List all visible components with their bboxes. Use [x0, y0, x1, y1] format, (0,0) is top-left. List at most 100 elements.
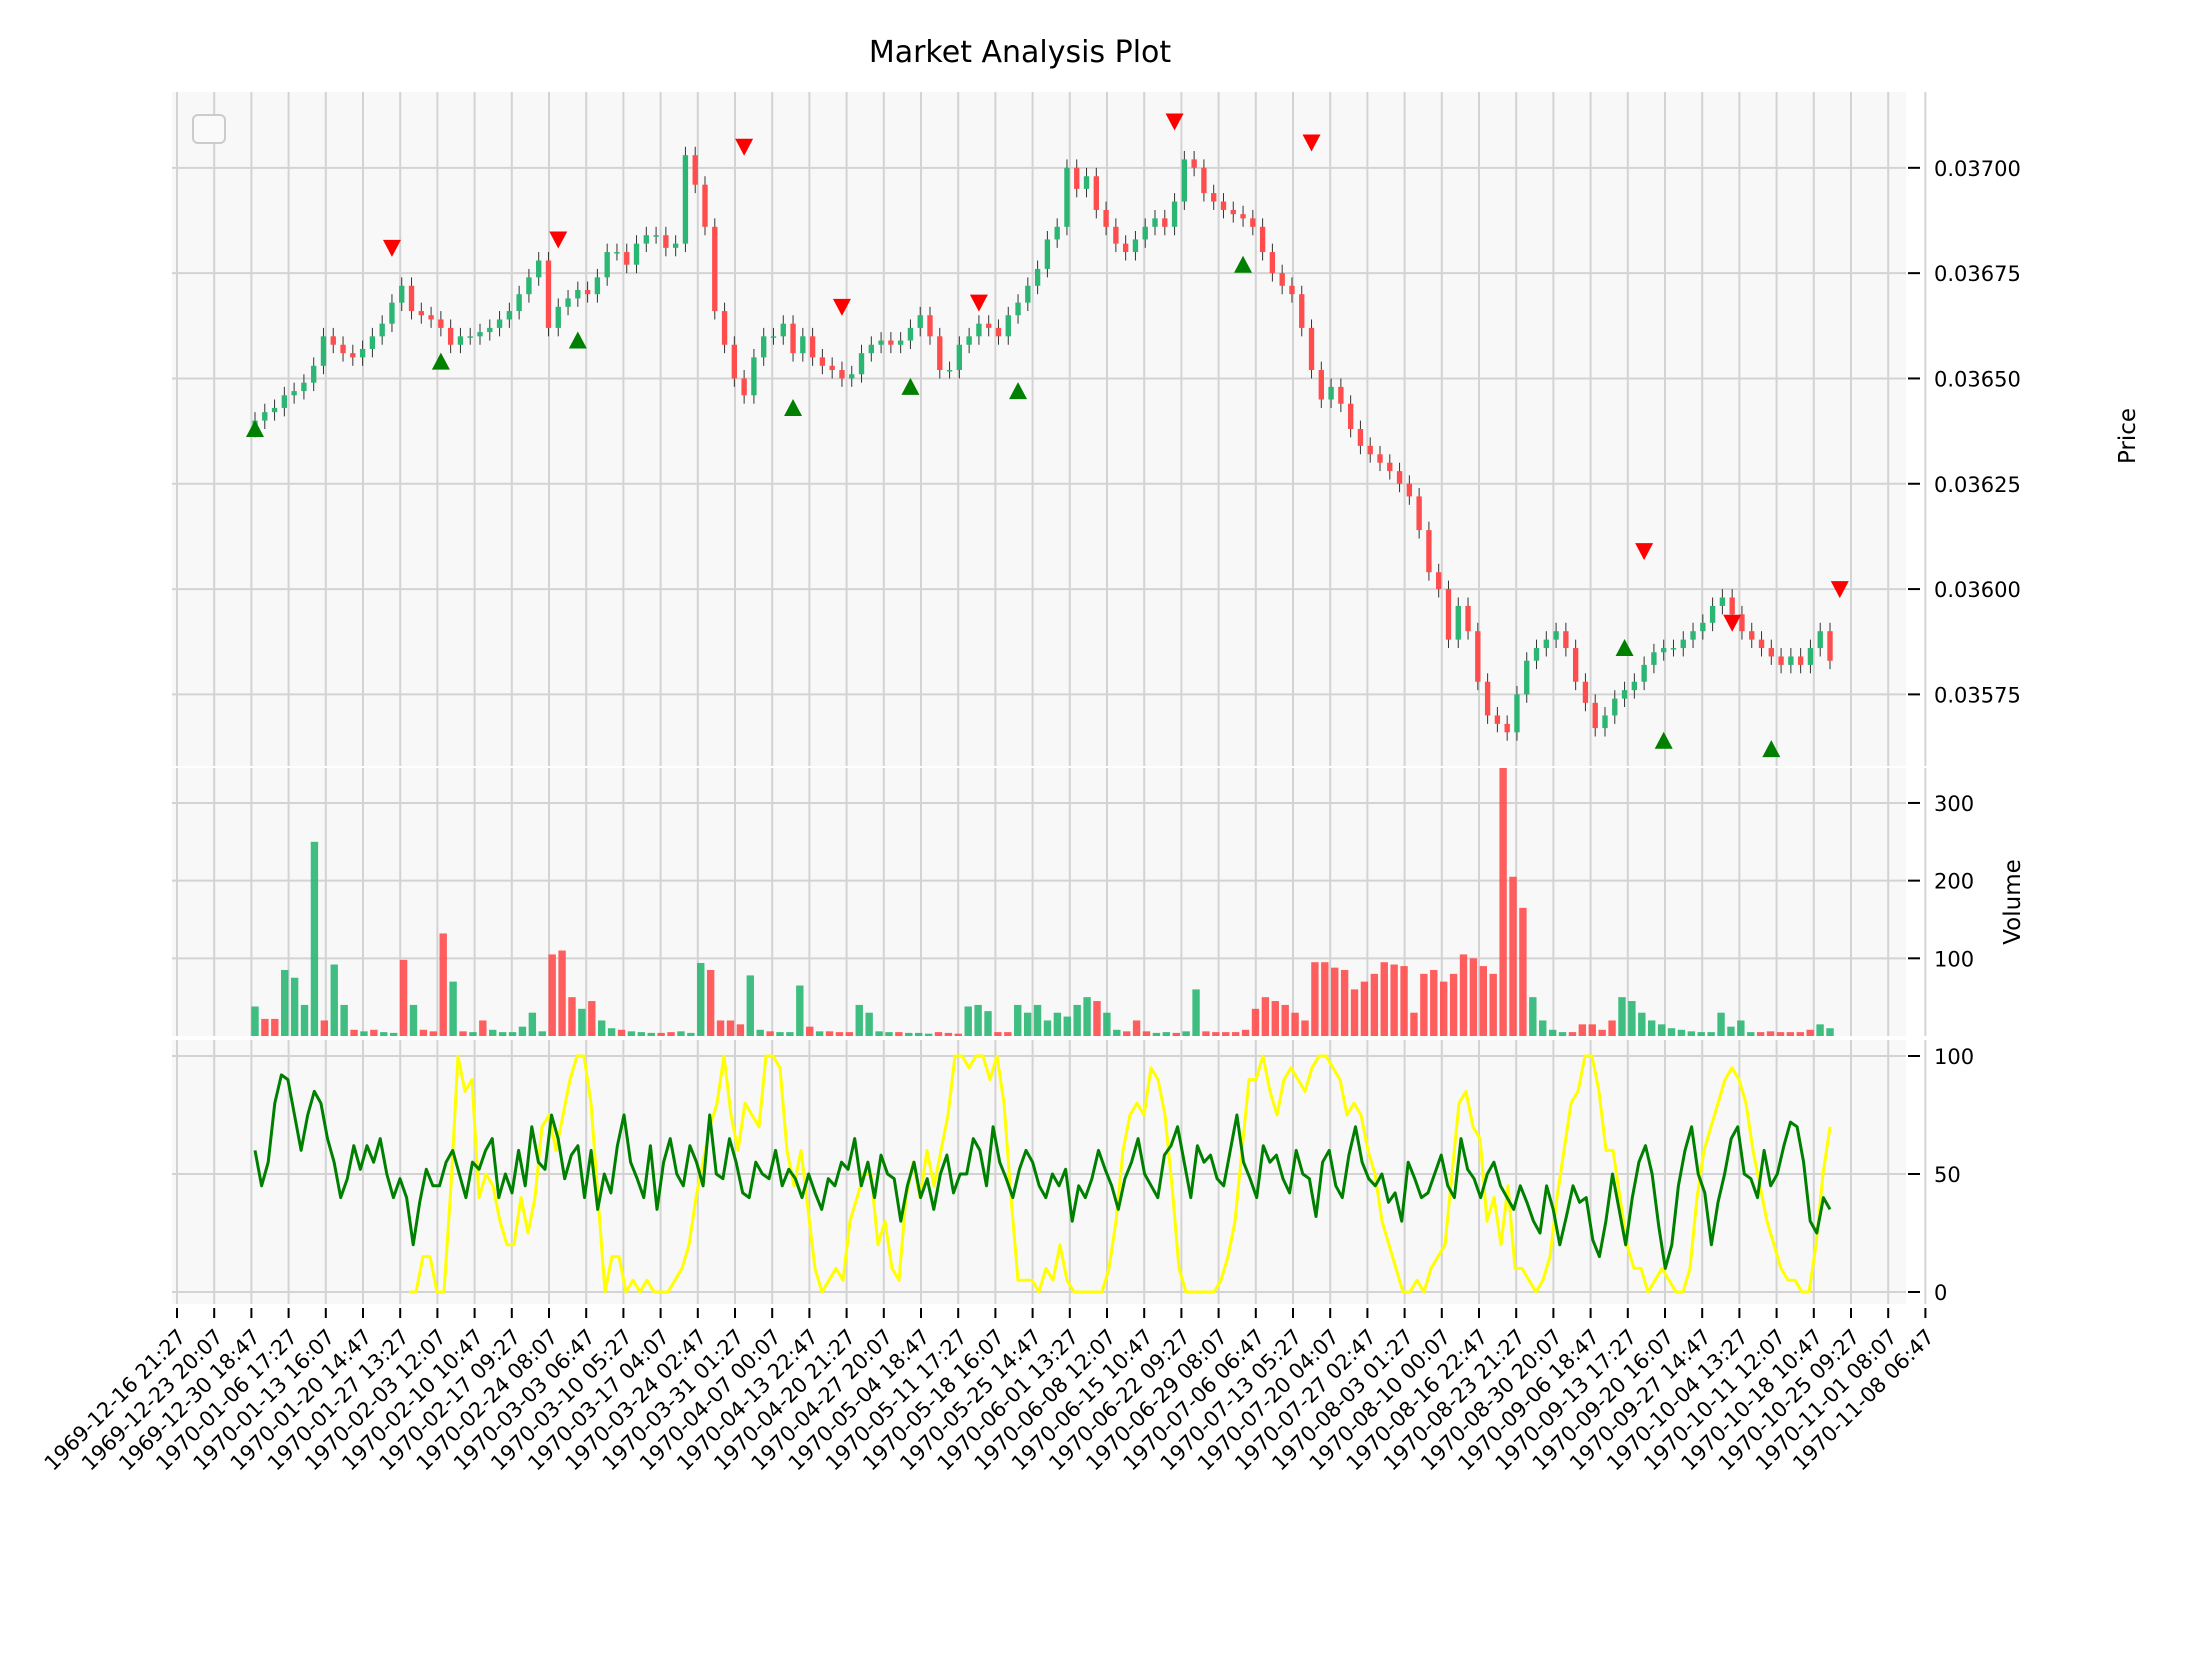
candle-body	[1768, 648, 1774, 657]
volume-bar	[954, 1033, 962, 1036]
candle-body	[1240, 214, 1246, 219]
candle-body	[1729, 597, 1735, 615]
volume-bar	[1053, 1012, 1062, 1036]
buy-signal-marker	[246, 420, 264, 437]
volume-bar	[1479, 966, 1487, 1036]
volume-bar	[806, 1026, 814, 1036]
volume-bar	[1083, 997, 1091, 1036]
volume-bar	[479, 1020, 487, 1036]
buy-signal-marker	[901, 377, 920, 395]
volume-bar	[964, 1006, 972, 1036]
volume-bar	[300, 1004, 309, 1036]
volume-bar	[944, 1032, 953, 1036]
candle-body	[1171, 201, 1178, 227]
candle-body	[829, 365, 835, 371]
volume-bar	[1548, 1029, 1557, 1036]
candle-body	[438, 319, 444, 328]
candle-body	[956, 344, 963, 371]
volume-bar	[1697, 1032, 1705, 1036]
candle-body	[1230, 209, 1236, 215]
candle-body	[731, 344, 738, 379]
candle-body	[1709, 605, 1716, 623]
buy-signal-marker	[1234, 255, 1253, 273]
volume-bar	[1251, 1008, 1260, 1036]
volume-bar	[845, 1032, 854, 1036]
volume-bar	[558, 950, 566, 1036]
candle-body	[350, 353, 356, 358]
volume-bar	[1202, 1031, 1210, 1036]
volume-bar	[1162, 1032, 1171, 1036]
candle-body	[1211, 193, 1217, 202]
volume-bar	[1657, 1024, 1666, 1036]
volume-bar	[439, 933, 447, 1036]
candle-body	[1054, 226, 1060, 240]
buy-signal-marker	[568, 331, 587, 349]
y-tick-label: 0.03675	[1934, 262, 2021, 286]
volume-bar	[1321, 962, 1329, 1036]
candle-body	[1553, 631, 1559, 640]
candle-body	[526, 277, 532, 295]
candle-body	[594, 277, 601, 295]
buy-signal-marker	[1615, 639, 1634, 657]
volume-bar	[389, 1032, 398, 1036]
candle-body	[1220, 201, 1227, 210]
candle-body	[682, 155, 689, 244]
volume-bar	[409, 1004, 418, 1036]
candle-body	[536, 260, 542, 278]
volume-bar	[1420, 973, 1428, 1036]
candle-body	[897, 340, 904, 345]
candle-body	[1758, 639, 1765, 649]
buy-signal-marker	[1009, 382, 1028, 400]
volume-bar	[310, 841, 319, 1036]
sell-signal-marker	[1830, 581, 1849, 599]
candle-body	[937, 336, 943, 371]
volume-bar	[1410, 1012, 1418, 1036]
y-tick-label: 0	[1934, 1281, 1947, 1305]
volume-bar	[1499, 768, 1507, 1036]
volume-bar	[1390, 964, 1398, 1036]
candle-body	[1592, 702, 1598, 729]
volume-bar	[815, 1031, 824, 1036]
volume-bar	[677, 1031, 685, 1036]
volume-bar	[914, 1032, 923, 1036]
volume-bar	[885, 1032, 893, 1036]
candle-body	[1612, 698, 1618, 716]
candle-body	[1299, 294, 1305, 328]
volume-bar	[419, 1029, 428, 1036]
candle-body	[1113, 226, 1119, 244]
volume-bar	[508, 1032, 517, 1036]
candle-body	[545, 260, 552, 328]
price-candles	[252, 146, 1833, 741]
candle-body	[917, 315, 923, 328]
candle-body	[301, 382, 307, 392]
sell-signal-marker	[1165, 113, 1184, 131]
volume-bar	[1558, 1032, 1567, 1036]
volume-bar	[1281, 1004, 1289, 1036]
volume-bar	[657, 1032, 665, 1036]
y-tick-label: 0.03650	[1934, 367, 2021, 391]
candle-body	[399, 285, 405, 303]
volume-bar	[617, 1029, 626, 1036]
volume-bar	[469, 1032, 477, 1036]
volume-bar	[706, 969, 715, 1036]
candle-body	[575, 289, 581, 299]
volume-bar	[835, 1032, 844, 1036]
volume-bar	[1578, 1024, 1587, 1036]
volume-bar	[1776, 1032, 1785, 1036]
sell-signal-marker	[735, 138, 754, 156]
oscillator-line	[409, 1054, 1832, 1294]
candle-body	[819, 357, 826, 366]
candle-body	[614, 252, 620, 254]
volume-bar	[498, 1032, 507, 1036]
candle-body	[741, 378, 747, 396]
candle-body	[281, 395, 288, 408]
volume-bar	[528, 1012, 537, 1036]
volume-bar	[380, 1032, 388, 1036]
candle-body	[1465, 605, 1471, 632]
candle-body	[849, 374, 855, 379]
volume-bar	[1063, 1016, 1071, 1036]
candle-body	[1700, 622, 1706, 632]
volume-bar	[736, 1024, 745, 1036]
candle-body	[1162, 218, 1168, 227]
candle-body	[1426, 530, 1432, 573]
